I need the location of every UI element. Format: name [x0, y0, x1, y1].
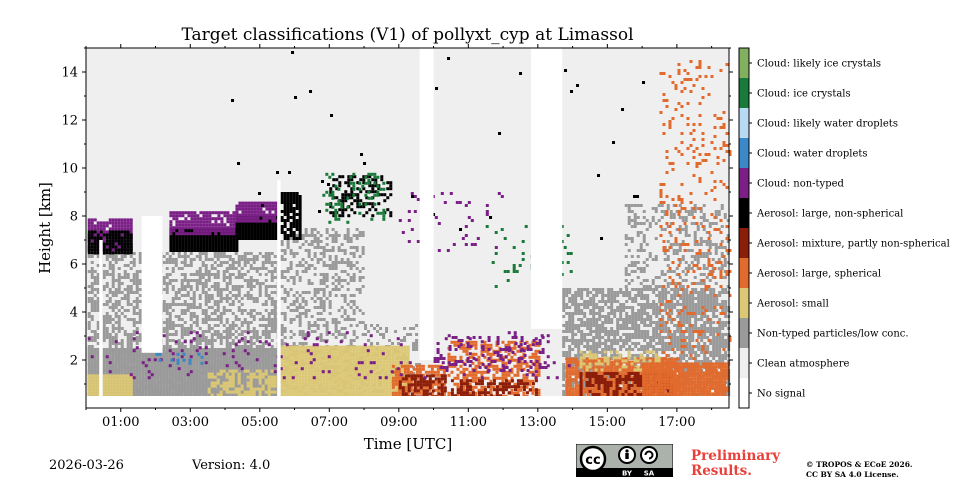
colorbar-swatch-4: [739, 168, 749, 198]
colorbar-swatch-5: [739, 198, 749, 228]
plot-frame: [85, 47, 730, 409]
class-region-23: [169, 211, 239, 236]
colorbar-swatch-10: [739, 348, 749, 378]
class-region-33: [231, 51, 646, 240]
colorbar-swatch-11: [739, 378, 749, 408]
x-tick-label-7: 15:00: [589, 415, 626, 430]
colorbar-swatch-1: [739, 78, 749, 108]
y-axis-label: Height [km]: [36, 182, 54, 274]
cc-sa-label: SA: [644, 470, 655, 478]
class-region-9: [280, 345, 410, 397]
class-region-7: [87, 374, 133, 399]
legend-label-3: Cloud: water droplets: [757, 149, 868, 160]
x-tick-label-6: 13:00: [519, 415, 556, 430]
y-tick-label-5: 12: [61, 114, 78, 129]
colorbar-swatch-7: [739, 258, 749, 288]
legend-label-6: Aerosol: mixture, partly non-spherical: [756, 239, 950, 250]
class-region-8: [207, 369, 277, 397]
class-region-32: [155, 352, 204, 365]
chart-title: Target classifications (V1) of pollyxt_c…: [181, 25, 634, 45]
heatmap-area: [86, 48, 732, 408]
colorbar-frame: [738, 47, 750, 409]
y-tick-label-1: 4: [70, 306, 78, 321]
legend-label-9: Non-typed particles/low conc.: [757, 329, 909, 340]
footer-date: 2026-03-26: [49, 458, 124, 473]
cc-by-label: BY: [622, 470, 633, 478]
legend-label-2: Cloud: likely water droplets: [757, 119, 898, 130]
class-region-13: [450, 379, 538, 398]
copyright-line-1: © TROPOS & ECoE 2026.: [806, 460, 913, 469]
y-tick-label-6: 14: [61, 66, 78, 81]
x-tick-label-3: 07:00: [311, 415, 348, 430]
x-tick-label-1: 03:00: [172, 415, 209, 430]
x-axis: 01:00 03:00 05:00 07:00 09:00 11:00 13:00 15:00…: [85, 44, 713, 430]
class-region-31: [87, 331, 571, 380]
no-signal-gaps: [99, 48, 563, 396]
copyright-notice: © TROPOS & ECoE 2026. CC BY SA 4.0 Licen…: [806, 460, 946, 480]
y-tick-label-3: 8: [70, 210, 78, 225]
colorbar-swatch-2: [739, 108, 749, 138]
x-tick-label-5: 11:00: [450, 415, 487, 430]
legend-label-10: Clean atmosphere: [757, 359, 850, 370]
class-region-19: [659, 60, 732, 360]
colorbar-swatch-3: [739, 138, 749, 168]
colorbar-legend: Cloud: likely ice crystals Cloud: ice cry…: [738, 47, 950, 409]
class-region-28: [322, 172, 386, 224]
class-region-18: [642, 362, 730, 399]
y-tick-label-4: 10: [61, 162, 78, 177]
y-axis: 2 4 6 8 10 12 14: [61, 47, 733, 385]
legend-label-4: Cloud: non-typed: [757, 179, 845, 190]
cc-by-sa-badge: cc BY SA: [576, 444, 673, 477]
class-region-26: [280, 192, 302, 240]
x-tick-label-8: 17:00: [658, 415, 695, 430]
class-region-21: [87, 230, 133, 255]
x-tick-label-4: 09:00: [380, 415, 417, 430]
legend-label-1: Cloud: ice crystals: [757, 89, 851, 100]
x-tick-label-0: 01:00: [102, 415, 139, 430]
copyright-line-2: CC BY SA 4.0 License.: [806, 470, 899, 479]
legend-label-11: No signal: [757, 389, 805, 400]
legend-label-7: Aerosol: large, spherical: [756, 269, 881, 280]
colorbar-swatch-0: [739, 48, 749, 78]
footer-version: Version: 4.0: [192, 458, 271, 473]
colorbar-swatch-6: [739, 228, 749, 258]
legend-label-0: Cloud: likely ice crystals: [757, 59, 881, 70]
preliminary-notice: Preliminary Results.: [691, 448, 781, 479]
cc-icon: cc: [585, 453, 600, 468]
legend-label-8: Aerosol: small: [756, 299, 829, 310]
colorbar-swatch-8: [739, 288, 749, 318]
colorbar-swatch-9: [739, 318, 749, 348]
lowest-range-blank: [86, 396, 729, 408]
x-axis-label: Time [UTC]: [364, 435, 453, 453]
class-region-25: [235, 201, 278, 223]
class-region-22: [169, 228, 239, 252]
legend-label-5: Aerosol: large, non-spherical: [756, 209, 903, 220]
x-tick-label-2: 05:00: [241, 415, 278, 430]
y-tick-label-0: 2: [70, 354, 78, 369]
y-tick-label-2: 6: [70, 258, 78, 273]
